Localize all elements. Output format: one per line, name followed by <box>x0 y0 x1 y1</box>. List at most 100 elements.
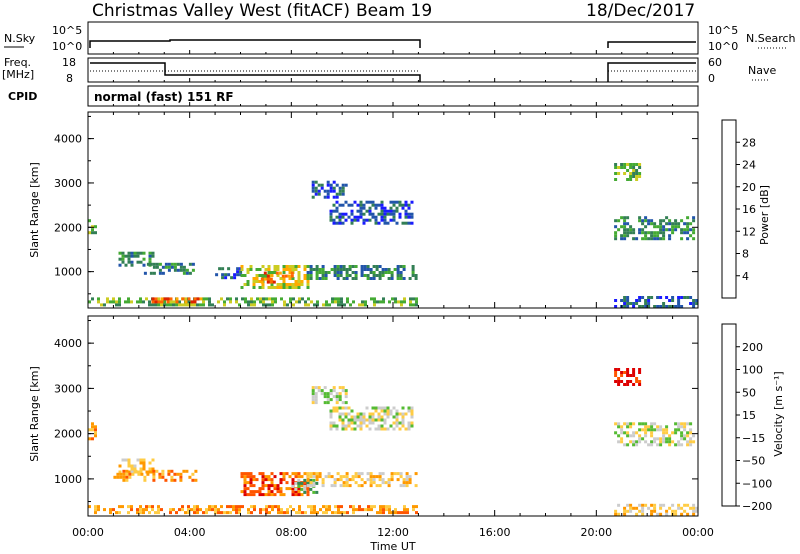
ytick-label: 1000 <box>54 473 82 486</box>
echo-cell <box>125 472 129 476</box>
echo-cell <box>345 271 349 274</box>
echo-cell <box>632 166 636 169</box>
echo-cell <box>252 277 256 280</box>
echo-cell <box>326 180 330 184</box>
echo-cell <box>319 508 322 512</box>
echo-cell <box>614 371 618 374</box>
echo-cell <box>304 511 307 515</box>
echo-cell <box>632 374 636 377</box>
echo-cell <box>258 472 262 476</box>
echo-cell <box>169 297 173 301</box>
echo-region <box>614 503 699 516</box>
echo-cell <box>327 472 331 476</box>
echo-cell <box>388 508 391 512</box>
echo-cell <box>266 274 270 278</box>
echo-cell <box>668 506 672 510</box>
echo-cell <box>309 481 313 485</box>
sky-ytick-bottom: 10^0 <box>52 40 82 53</box>
echo-cell <box>359 412 363 416</box>
echo-cell <box>401 206 405 210</box>
echo-cell <box>163 300 166 304</box>
echo-cell <box>267 493 271 497</box>
ytick-label: 4000 <box>54 337 82 350</box>
echo-cell <box>148 257 152 261</box>
echo-cell <box>620 374 624 377</box>
echo-cell <box>632 237 636 241</box>
echo-cell <box>629 374 633 377</box>
echo-cell <box>282 268 286 271</box>
echo-cell <box>638 219 642 223</box>
echo-cell <box>638 428 642 432</box>
echo-cell <box>326 395 330 399</box>
echo-cell <box>170 469 174 473</box>
echo-cell <box>396 271 400 274</box>
echo-cell <box>279 493 283 497</box>
echo-cell <box>387 484 391 488</box>
echo-cell <box>632 440 636 444</box>
echo-cell <box>329 424 333 428</box>
echo-cell <box>282 277 286 280</box>
echo-cell <box>347 421 351 425</box>
echo-cell <box>641 503 645 507</box>
echo-cell <box>294 268 298 271</box>
nave-ytick-bottom: 0 <box>708 72 715 85</box>
echo-cell <box>163 297 167 301</box>
echo-cell <box>164 262 168 266</box>
echo-cell <box>332 409 336 413</box>
echo-cell <box>136 260 140 264</box>
echo-cell <box>620 299 624 302</box>
echo-cell <box>626 503 630 507</box>
echo-cell <box>279 283 283 286</box>
echo-cell <box>635 299 639 302</box>
echo-cell <box>357 475 361 479</box>
echo-cell <box>167 472 171 476</box>
echo-cell <box>205 511 208 515</box>
echo-cell <box>103 508 106 512</box>
echo-cell <box>614 299 618 302</box>
echo-cell <box>196 505 199 509</box>
echo-cell <box>338 415 342 419</box>
echo-cell <box>680 506 684 510</box>
echo-cell <box>665 428 669 432</box>
echo-cell <box>659 425 663 429</box>
echo-cell <box>151 251 155 255</box>
echo-cell <box>358 303 361 307</box>
echo-cell <box>665 512 669 516</box>
echo-cell <box>407 203 411 207</box>
echo-cell <box>374 418 378 422</box>
echo-cell <box>221 276 225 280</box>
echo-cell <box>261 283 265 286</box>
echo-cell <box>303 487 307 491</box>
echo-cell <box>276 487 280 491</box>
echo-cell <box>623 305 627 308</box>
echo-cell <box>392 200 396 204</box>
echo-cell <box>372 475 376 479</box>
echo-cell <box>250 300 253 304</box>
echo-cell <box>139 260 143 264</box>
echo-cell <box>313 505 316 509</box>
echo-cell <box>274 297 277 301</box>
echo-cell <box>344 412 348 416</box>
echo-cell <box>680 512 684 516</box>
echo-cell <box>311 401 315 405</box>
echo-cell <box>393 268 397 271</box>
echo-cell <box>196 508 199 512</box>
echo-cell <box>322 505 325 509</box>
echo-cell <box>629 166 633 169</box>
echo-cell <box>261 478 265 482</box>
echo-cell <box>350 415 354 419</box>
echo-cell <box>276 274 280 277</box>
echo-cell <box>692 237 696 241</box>
echo-cell <box>686 225 690 229</box>
echo-cell <box>336 478 340 482</box>
echo-cell <box>118 297 121 301</box>
echo-cell <box>641 228 645 232</box>
echo-cell <box>127 458 131 462</box>
echo-cell <box>158 271 162 275</box>
echo-cell <box>381 274 385 277</box>
echo-cell <box>179 472 183 476</box>
echo-cell <box>387 478 391 482</box>
echo-cell <box>332 386 336 390</box>
echo-cell <box>662 302 666 305</box>
